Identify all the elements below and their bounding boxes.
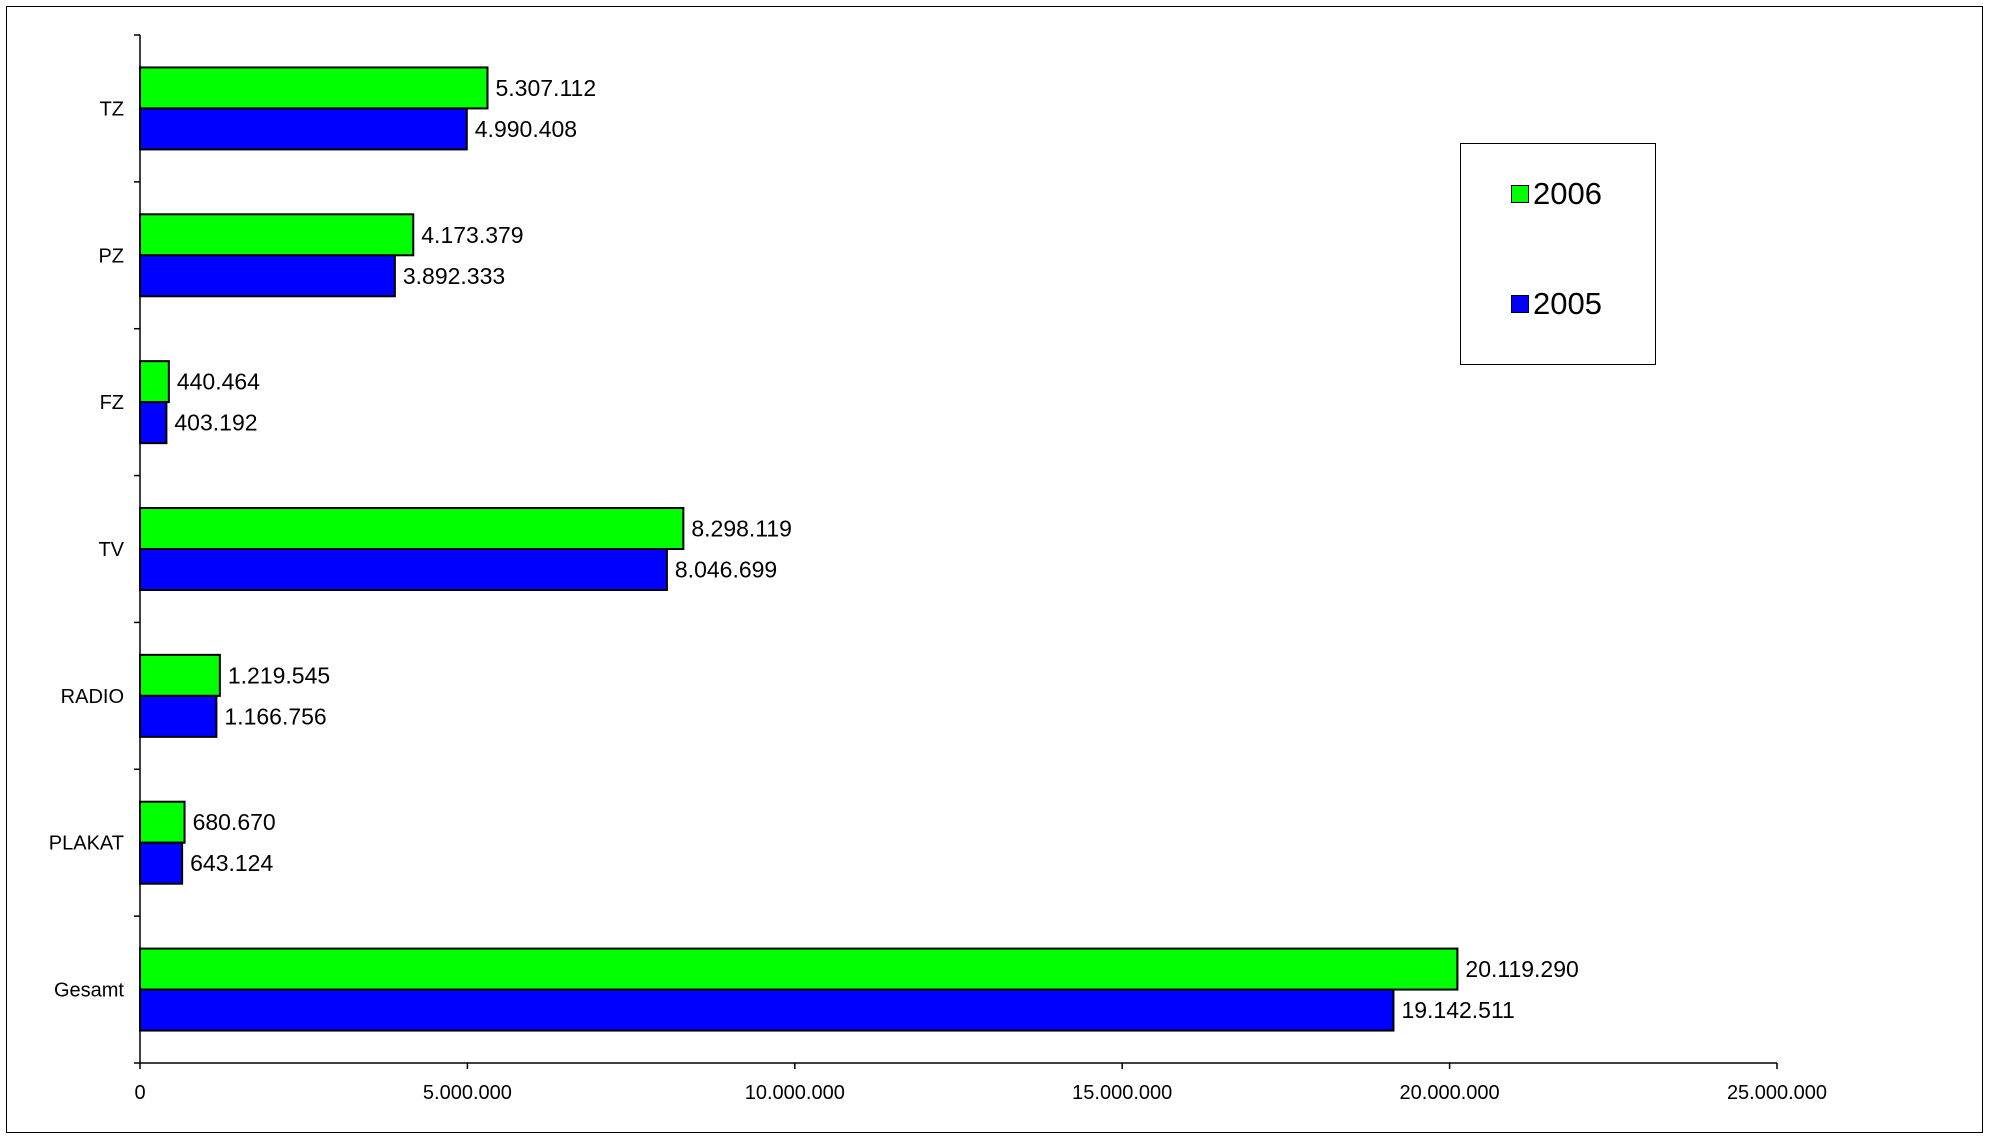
bar-2005 <box>139 841 184 885</box>
x-tick-label: 0 <box>134 1082 145 1104</box>
y-category-label: PLAKAT <box>49 833 124 855</box>
bar-2005 <box>139 548 668 591</box>
y-category-label: Gesamt <box>54 980 124 1002</box>
y-category-label: TZ <box>100 98 124 120</box>
axes: 0 5.000.000 10.000.000 15.000.000 20.000.000… <box>49 34 1827 1104</box>
x-tick-label: 15.000.000 <box>1072 1082 1172 1104</box>
data-label-2006: 4.173.379 <box>421 222 523 248</box>
data-label-2005: 4.990.408 <box>475 116 577 142</box>
data-labels: 5.307.112 4.990.408 4.173.379 3.892.333 440.… <box>174 75 1578 1023</box>
data-label-2006: 8.298.119 <box>691 516 792 542</box>
legend-item-2006: 2006 <box>1511 176 1602 212</box>
bar-2006 <box>139 653 221 697</box>
data-label-2005: 3.892.333 <box>403 263 505 289</box>
legend-label-2005: 2005 <box>1533 286 1602 321</box>
legend-swatch-2005 <box>1511 295 1529 313</box>
bar-2006 <box>139 360 170 404</box>
bar-2005 <box>139 694 218 738</box>
data-label-2006: 440.464 <box>177 369 260 395</box>
legend-item-2005: 2005 <box>1511 286 1602 322</box>
bar-2006 <box>139 800 186 844</box>
bar-2005 <box>139 988 1395 1032</box>
y-category-label: RADIO <box>61 686 124 708</box>
data-label-2005: 403.192 <box>174 410 257 436</box>
data-label-2006: 680.670 <box>193 809 276 835</box>
data-label-2005: 8.046.699 <box>675 557 777 583</box>
bar-2005 <box>139 107 468 151</box>
bars <box>139 66 1459 1032</box>
data-label-2005: 19.142.511 <box>1401 997 1514 1023</box>
bar-2005 <box>139 401 168 445</box>
bar-2006 <box>139 507 685 550</box>
x-tick-label: 10.000.000 <box>745 1082 845 1104</box>
bar-2006 <box>139 213 415 257</box>
y-category-label: FZ <box>100 392 124 414</box>
x-tick-label: 20.000.000 <box>1400 1082 1500 1104</box>
legend-label-2006: 2006 <box>1533 176 1602 211</box>
legend: 2006 2005 <box>1460 143 1656 365</box>
data-label-2006: 1.219.545 <box>228 662 330 688</box>
data-label-2006: 20.119.290 <box>1465 956 1578 982</box>
data-label-2005: 1.166.756 <box>224 703 326 729</box>
x-tick-label: 5.000.000 <box>423 1082 512 1104</box>
bar-2006 <box>139 66 489 110</box>
x-tick-label: 25.000.000 <box>1727 1082 1827 1104</box>
y-category-label: TV <box>98 539 124 561</box>
legend-swatch-2006 <box>1511 185 1529 203</box>
bar-2005 <box>139 254 396 298</box>
y-category-label: PZ <box>98 245 124 267</box>
data-label-2005: 643.124 <box>190 850 273 876</box>
bar-2006 <box>139 947 1459 991</box>
data-label-2006: 5.307.112 <box>496 75 597 101</box>
